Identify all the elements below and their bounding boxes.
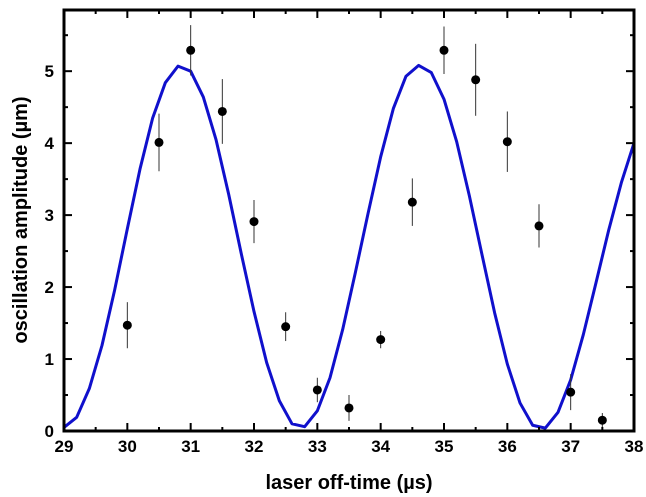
data-point <box>249 217 259 227</box>
data-point <box>597 415 607 425</box>
data-point <box>154 137 164 147</box>
data-point <box>186 45 196 55</box>
fit-curve-layer <box>64 63 634 430</box>
data-point <box>534 221 544 231</box>
data-point <box>566 387 576 397</box>
data-point <box>344 403 354 413</box>
y-tick-label: 4 <box>45 134 55 153</box>
x-axis-title: laser off-time (µs) <box>265 472 432 494</box>
data-point <box>439 45 449 55</box>
data-point <box>376 335 386 345</box>
x-tick-label: 35 <box>435 437 454 456</box>
x-tick-label: 31 <box>181 437 200 456</box>
x-tick-label: 29 <box>55 437 74 456</box>
x-tick-label: 33 <box>308 437 327 456</box>
y-tick-label: 3 <box>45 206 54 225</box>
y-tick-label: 5 <box>45 62 54 81</box>
x-tick-label: 32 <box>245 437 264 456</box>
x-tick-label: 30 <box>118 437 137 456</box>
data-point <box>217 106 227 116</box>
data-point <box>471 75 481 85</box>
fit-curve <box>64 63 634 430</box>
plot-frame <box>62 8 636 433</box>
y-tick-label: 2 <box>45 278 54 297</box>
y-tick-label: 0 <box>45 422 54 441</box>
x-tick-label: 36 <box>498 437 517 456</box>
data-point <box>502 137 512 147</box>
data-point <box>122 320 132 330</box>
x-tick-label: 37 <box>561 437 580 456</box>
y-axis-title: oscillation amplitude (µm) <box>10 96 32 343</box>
y-tick-label: 1 <box>45 350 54 369</box>
data-point <box>407 197 417 207</box>
data-point <box>312 385 322 395</box>
x-tick-label: 38 <box>625 437 644 456</box>
data-points-layer <box>122 25 607 428</box>
x-tick-label: 34 <box>371 437 390 456</box>
data-point <box>281 322 291 332</box>
